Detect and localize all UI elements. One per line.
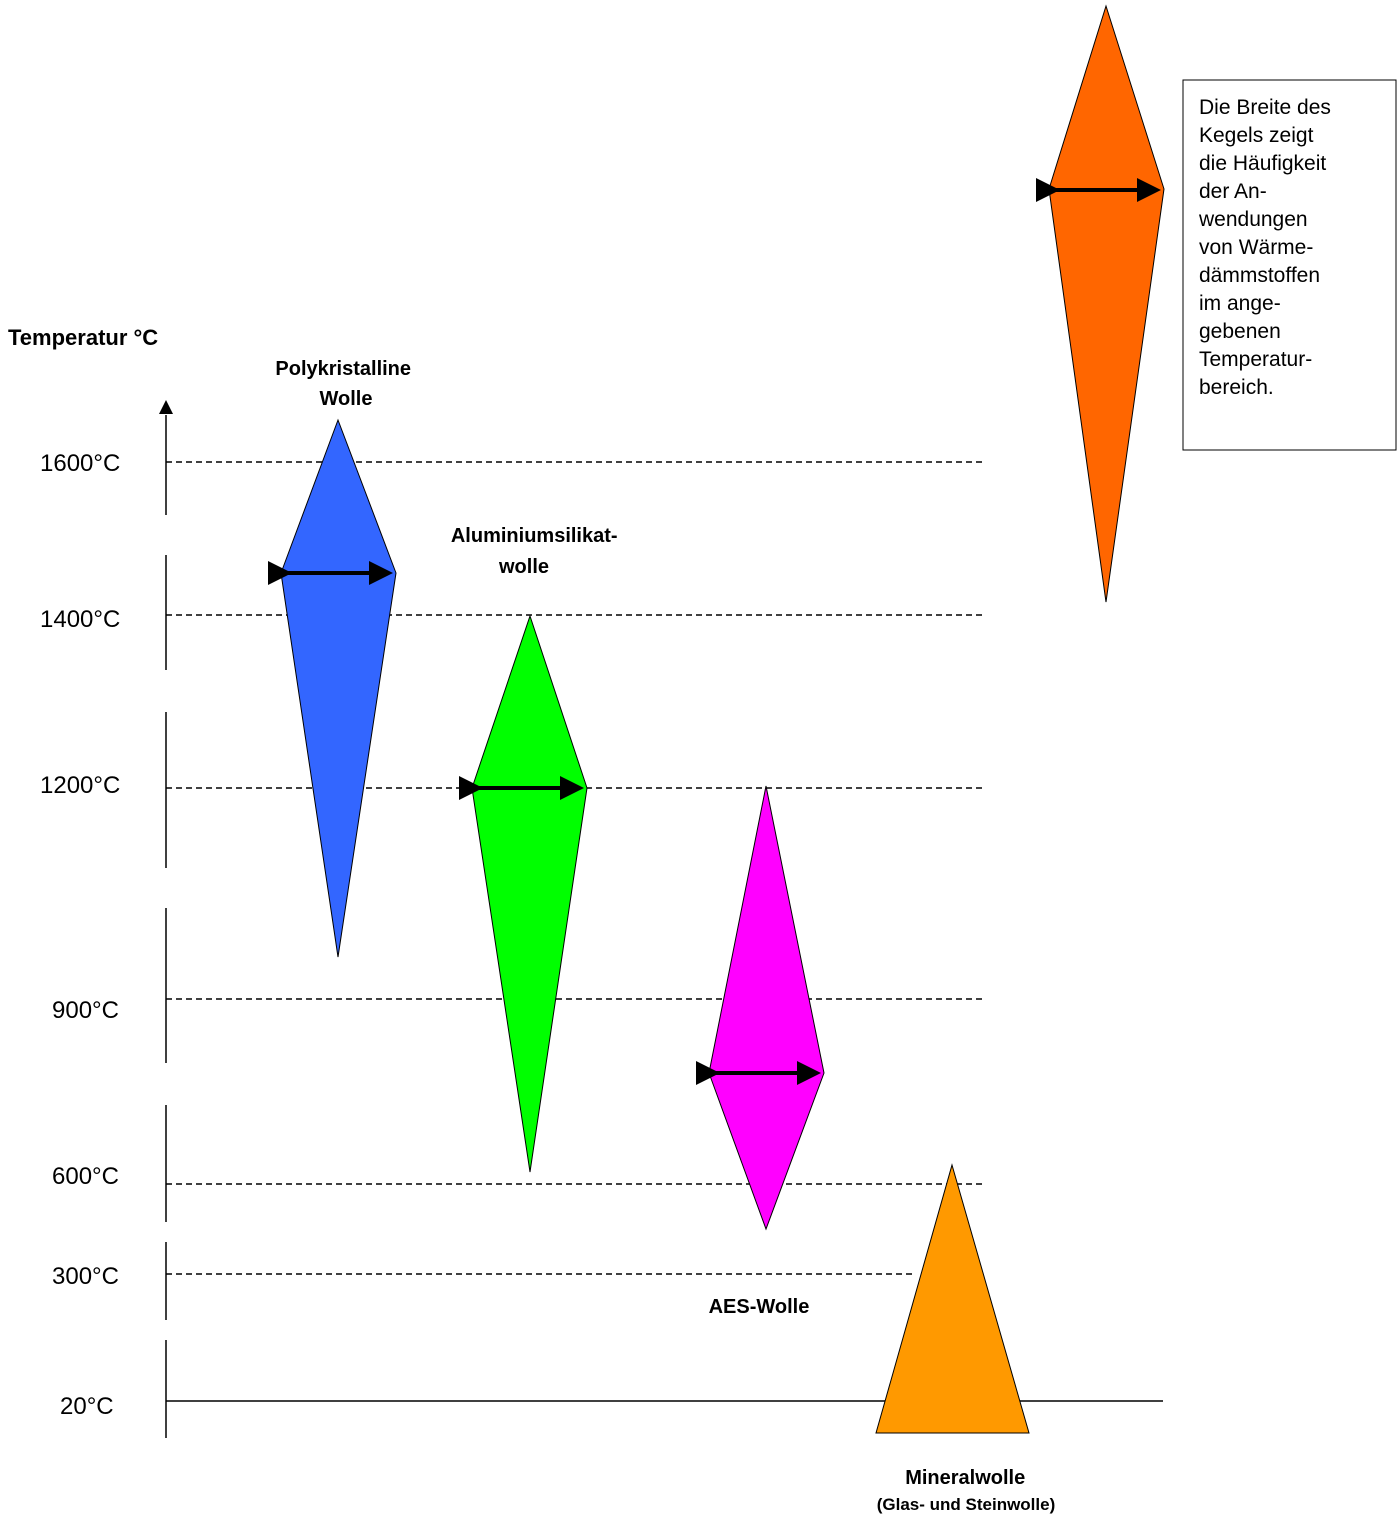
label-line: Aluminiumsilikat- (451, 525, 618, 547)
tick-label: 300°C (52, 1263, 119, 1290)
aes-wool-cone (708, 785, 825, 1231)
label-line: Mineralwolle (905, 1467, 1025, 1489)
tick-label: 1600°C (40, 450, 120, 477)
legend-line: Die Breite des (1199, 96, 1331, 119)
tick-label: 1400°C (40, 606, 120, 633)
legend-line: wendungen (1198, 208, 1308, 231)
tick-label: 20°C (60, 1393, 114, 1420)
label-line: Wolle (320, 388, 373, 410)
legend-line: der An- (1199, 180, 1267, 203)
label-line: Polykristalline (275, 358, 411, 380)
tick-label: 1200°C (40, 772, 120, 799)
legend-cone (1048, 4, 1165, 603)
legend-line: gebenen (1199, 320, 1281, 343)
axis-arrow-icon (159, 400, 173, 414)
legend-line: im ange- (1199, 292, 1281, 315)
tick-labels: 1600°C 1400°C 1200°C 900°C 600°C 300°C 2… (40, 450, 120, 1420)
mineral-wool-cone (875, 1163, 1030, 1434)
temperature-gridlines (166, 461, 985, 1275)
legend-box (1182, 79, 1397, 451)
tick-label: 600°C (52, 1163, 119, 1190)
legend-line: Kegels zeigt (1199, 124, 1314, 147)
label-line: wolle (498, 556, 549, 578)
axis-title: Temperatur °C (8, 325, 158, 350)
mineral-wool-label: Mineralwolle (Glas- und Steinwolle) (877, 1467, 1056, 1514)
legend-line: bereich. (1199, 376, 1274, 399)
label-line: (Glas- und Steinwolle) (877, 1495, 1056, 1514)
legend-line: von Wärme- (1199, 236, 1313, 259)
polycrystalline-wool-cone (280, 418, 397, 958)
legend-text: Die Breite des Kegels zeigt die Häufigke… (1198, 96, 1337, 399)
legend-line: dämmstoffen (1199, 264, 1320, 287)
aluminium-silicate-wool-cone (471, 614, 588, 1173)
aes-wool-label: AES-Wolle (709, 1296, 810, 1318)
tick-label: 900°C (52, 997, 119, 1024)
legend-line: Temperatur- (1199, 348, 1312, 371)
aluminium-silicate-wool-label: Aluminiumsilikat- wolle (451, 525, 623, 578)
legend-line: die Häufigkeit (1199, 152, 1326, 175)
polycrystalline-wool-label: Polykristalline Wolle (275, 358, 416, 410)
